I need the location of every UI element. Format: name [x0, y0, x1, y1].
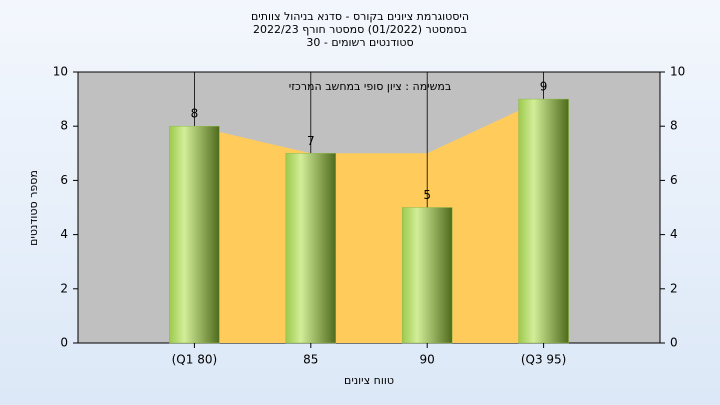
- area: [194, 99, 544, 343]
- y-tick-label: 2: [60, 281, 68, 295]
- y2-tick-label: 10: [670, 65, 685, 79]
- bar: [518, 98, 569, 344]
- x-tick-label: (Q1 80): [172, 353, 218, 367]
- y2-tick-label: 4: [670, 227, 678, 241]
- y-tick-label: 6: [60, 173, 68, 187]
- x-axis-label: טווח ציונים: [344, 374, 394, 387]
- bar: [285, 153, 337, 344]
- value-label: 8: [191, 107, 199, 121]
- y2-tick-label: 0: [670, 336, 678, 350]
- y-tick-label: 10: [53, 65, 68, 79]
- bar: [169, 125, 220, 344]
- y-tick-label: 4: [60, 227, 68, 241]
- value-label: 5: [423, 188, 431, 202]
- y2-tick-label: 6: [670, 173, 678, 187]
- x-tick-label: (Q3 95): [521, 353, 567, 367]
- title-line: סטודנטים רשומים - 30: [306, 36, 413, 49]
- y-tick-label: 0: [60, 336, 68, 350]
- y2-tick-label: 8: [670, 119, 678, 133]
- y-tick-label: 8: [60, 119, 68, 133]
- value-label: 7: [307, 134, 315, 148]
- y2-tick-label: 2: [670, 281, 678, 295]
- title-line: בסמסטר (01/2022) סמסטר חורף 2022/23: [253, 23, 467, 36]
- bar: [401, 207, 453, 344]
- value-label: 9: [540, 80, 548, 94]
- annotation: במשימה : ציון סופי במחשב המרכזי: [289, 80, 452, 93]
- x-tick-label: 90: [420, 353, 435, 367]
- title-line: היסטוגרמת ציונים בקורס - סדנא בניהול צוו…: [251, 10, 469, 23]
- x-tick-label: 85: [303, 353, 318, 367]
- y-axis-label: מספר סטודנטים: [27, 170, 40, 246]
